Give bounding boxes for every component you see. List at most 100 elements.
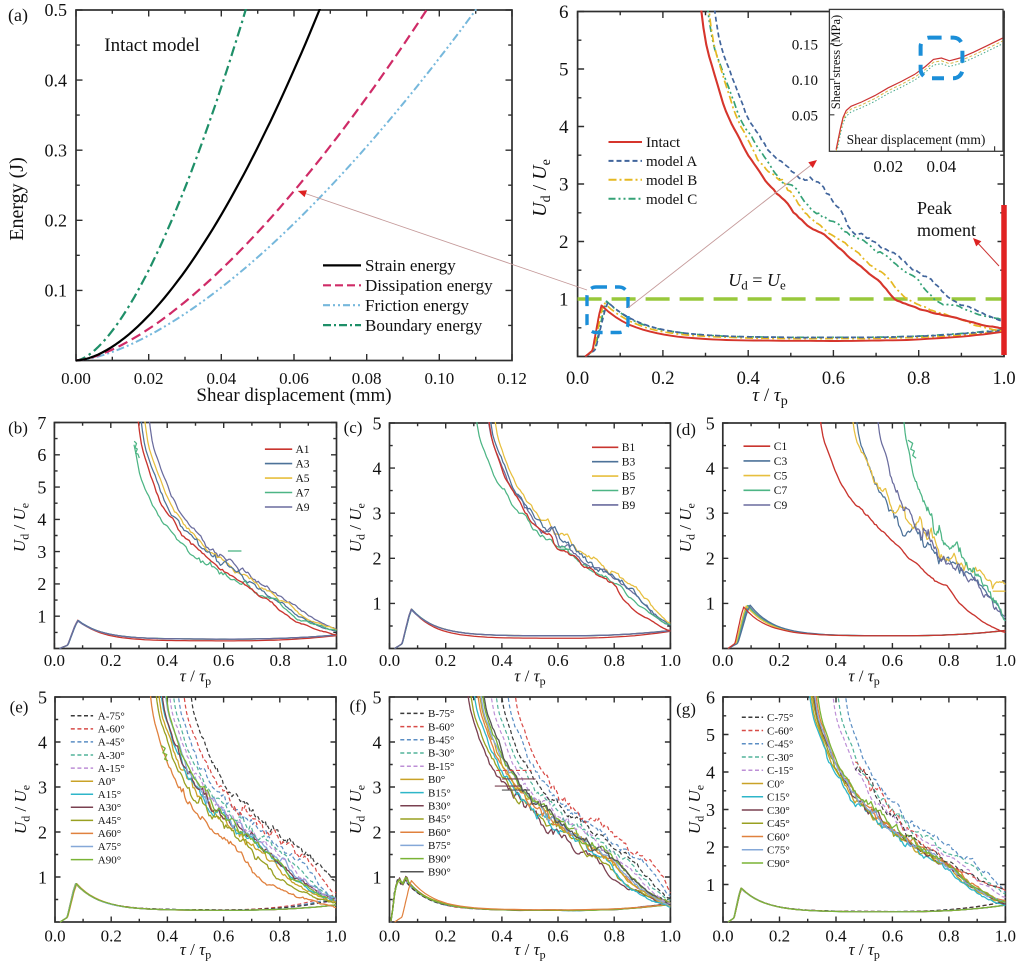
svg-text:Shear displacement (mm): Shear displacement (mm)	[847, 132, 986, 147]
svg-text:Intact: Intact	[646, 135, 681, 151]
svg-text:2: 2	[373, 822, 382, 842]
svg-text:0.1: 0.1	[45, 281, 68, 301]
svg-text:1: 1	[706, 594, 715, 614]
svg-text:1.0: 1.0	[995, 651, 1016, 670]
svg-text:0.4: 0.4	[157, 927, 179, 946]
svg-text:Ud / Ue: Ud / Ue	[346, 503, 368, 552]
svg-text:Ud = Ue: Ud = Ue	[728, 270, 786, 293]
svg-text:4: 4	[38, 732, 47, 752]
svg-text:A-30°: A-30°	[98, 750, 125, 762]
svg-text:4: 4	[706, 458, 715, 478]
svg-text:0.02: 0.02	[873, 157, 903, 176]
svg-text:1.0: 1.0	[326, 651, 347, 670]
svg-text:B-45°: B-45°	[428, 735, 454, 747]
svg-text:1: 1	[706, 875, 715, 895]
svg-text:0.4: 0.4	[45, 70, 68, 90]
svg-text:0.8: 0.8	[938, 651, 959, 670]
svg-text:Ud / Ue: Ud / Ue	[529, 159, 554, 217]
svg-text:0.06: 0.06	[279, 369, 309, 388]
svg-text:0.00: 0.00	[61, 369, 91, 388]
svg-text:(a): (a)	[8, 5, 28, 26]
svg-text:Ud / Ue: Ud / Ue	[346, 785, 368, 834]
svg-text:B-75°: B-75°	[428, 708, 454, 720]
svg-text:A5: A5	[296, 473, 310, 485]
svg-text:A1: A1	[296, 444, 310, 456]
svg-text:0.0: 0.0	[712, 651, 733, 670]
svg-text:1: 1	[38, 867, 47, 887]
svg-text:0.3: 0.3	[45, 140, 68, 160]
svg-text:0.0: 0.0	[379, 651, 400, 670]
svg-text:B75°: B75°	[428, 840, 451, 852]
svg-text:0.4: 0.4	[491, 927, 513, 946]
svg-text:0.12: 0.12	[497, 369, 527, 388]
svg-text:B-60°: B-60°	[428, 721, 454, 733]
svg-text:C-15°: C-15°	[767, 765, 793, 777]
svg-text:τ / τp: τ / τp	[180, 940, 211, 962]
svg-text:B9: B9	[622, 500, 636, 512]
svg-text:0.4: 0.4	[737, 369, 760, 389]
svg-text:C-45°: C-45°	[767, 739, 793, 751]
svg-text:0.4: 0.4	[825, 927, 847, 946]
svg-text:Friction energy: Friction energy	[365, 296, 470, 315]
svg-text:5: 5	[706, 413, 715, 433]
svg-text:0.04: 0.04	[206, 369, 236, 388]
svg-text:0.8: 0.8	[938, 927, 959, 946]
svg-text:0.05: 0.05	[792, 108, 818, 124]
svg-text:5: 5	[706, 725, 715, 745]
svg-text:5: 5	[559, 60, 569, 81]
svg-text:1.0: 1.0	[992, 369, 1015, 389]
svg-text:Ud / Ue: Ud / Ue	[685, 785, 707, 834]
svg-text:τ / τp: τ / τp	[848, 940, 879, 962]
svg-text:1: 1	[37, 607, 46, 627]
svg-text:A-60°: A-60°	[98, 724, 125, 736]
svg-text:C-75°: C-75°	[767, 712, 793, 724]
svg-text:6: 6	[559, 2, 569, 23]
svg-text:Dissipation energy: Dissipation energy	[365, 276, 493, 295]
svg-text:A9: A9	[296, 502, 310, 514]
svg-text:B1: B1	[622, 442, 636, 454]
svg-text:0.6: 0.6	[822, 369, 845, 389]
svg-text:(b): (b)	[8, 419, 28, 438]
svg-text:A0°: A0°	[98, 776, 116, 788]
svg-text:A90°: A90°	[98, 854, 121, 866]
svg-text:B45°: B45°	[428, 814, 451, 826]
svg-text:B-30°: B-30°	[428, 748, 454, 760]
svg-text:0.6: 0.6	[882, 927, 903, 946]
svg-text:0.2: 0.2	[45, 211, 68, 231]
svg-text:4: 4	[706, 762, 715, 782]
svg-text:moment: moment	[917, 220, 976, 240]
svg-text:1: 1	[559, 290, 569, 311]
svg-text:Ud / Ue: Ud / Ue	[676, 503, 698, 552]
svg-text:1.0: 1.0	[995, 927, 1016, 946]
svg-text:C3: C3	[774, 456, 788, 468]
svg-text:A7: A7	[296, 488, 310, 500]
svg-text:0.2: 0.2	[435, 651, 456, 670]
svg-text:A60°: A60°	[98, 828, 121, 840]
svg-text:model B: model B	[646, 173, 697, 189]
svg-text:C9: C9	[774, 500, 788, 512]
svg-text:A30°: A30°	[98, 802, 121, 814]
svg-text:0.10: 0.10	[792, 73, 818, 89]
svg-text:Ud / Ue: Ud / Ue	[10, 503, 32, 552]
svg-text:Ud / Ue: Ud / Ue	[11, 785, 33, 834]
svg-text:3: 3	[559, 175, 569, 196]
svg-text:0.2: 0.2	[651, 369, 674, 389]
svg-text:A-45°: A-45°	[98, 737, 125, 749]
svg-text:C30°: C30°	[767, 805, 790, 817]
svg-text:0.0: 0.0	[566, 369, 589, 389]
svg-text:0.4: 0.4	[825, 651, 847, 670]
svg-text:B5: B5	[622, 471, 636, 483]
svg-text:0.0: 0.0	[712, 927, 733, 946]
svg-text:C75°: C75°	[767, 845, 790, 857]
svg-text:(f): (f)	[350, 697, 367, 716]
svg-text:0.8: 0.8	[269, 927, 290, 946]
svg-text:2: 2	[559, 232, 569, 253]
svg-text:2: 2	[706, 549, 715, 569]
svg-text:5: 5	[38, 687, 47, 707]
svg-text:1.0: 1.0	[325, 927, 346, 946]
svg-text:5: 5	[373, 413, 382, 433]
svg-text:(g): (g)	[676, 700, 696, 719]
svg-text:model A: model A	[646, 154, 697, 170]
svg-text:B15°: B15°	[428, 787, 451, 799]
svg-text:A-75°: A-75°	[98, 711, 125, 723]
